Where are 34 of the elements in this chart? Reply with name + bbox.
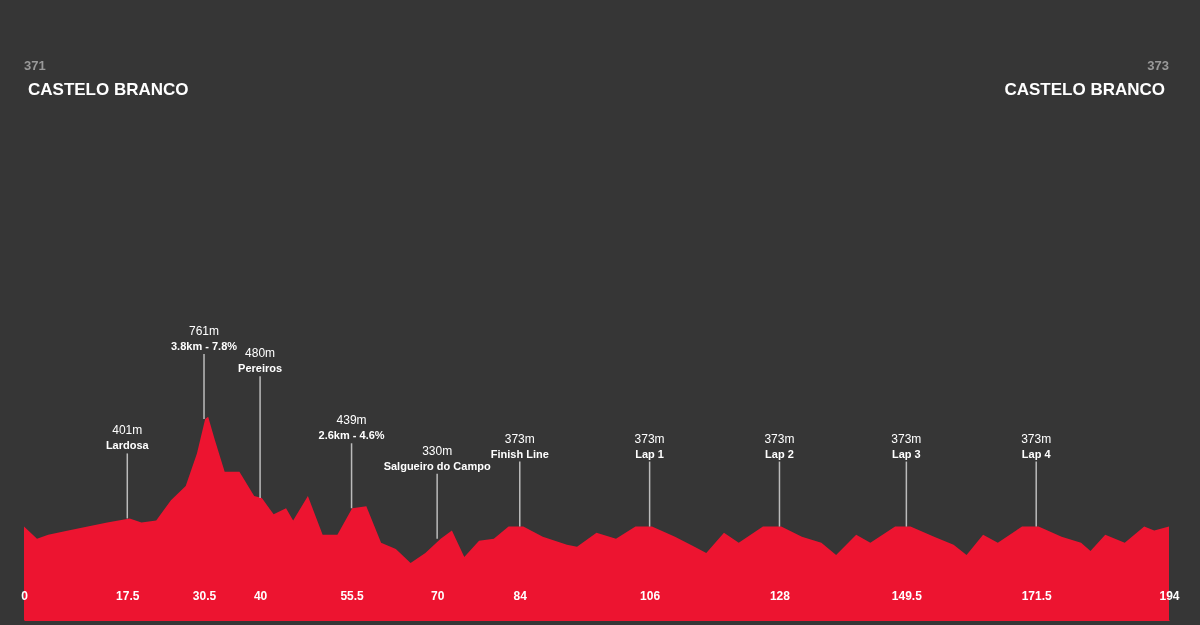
- x-tick-label: 171.5: [1021, 588, 1053, 603]
- annotation: Salgueiro do Campo: [383, 459, 491, 472]
- text: 480m: [245, 346, 276, 361]
- annotation: 439m: [336, 413, 367, 428]
- annotation: 330m: [422, 443, 453, 458]
- text: 373: [1147, 58, 1169, 73]
- x-tick-label: 70: [430, 588, 445, 603]
- x-tick-label: 106: [640, 588, 661, 603]
- annotation: Lap 3: [891, 447, 921, 460]
- annotation: 401m: [112, 423, 143, 438]
- annotation: Lap 1: [635, 447, 664, 460]
- text: 761m: [189, 323, 220, 338]
- annotation: Lap 2: [765, 447, 794, 460]
- annotation: 2.6km - 4.6%: [318, 429, 385, 442]
- annotation: Finish Line: [490, 447, 549, 460]
- annotation: 373m: [634, 431, 665, 446]
- x-tick-label: 17.5: [116, 588, 140, 603]
- annotation: 373m: [764, 431, 795, 446]
- x-tick-label: 149.5: [891, 588, 923, 603]
- x-tick-label: 30.5: [192, 588, 217, 603]
- annotation: 373m: [504, 431, 535, 446]
- x-tick-label: 40: [253, 588, 268, 603]
- x-tick-label: 128: [769, 588, 791, 603]
- annotation: Lardosa: [105, 439, 150, 452]
- text: CASTELO BRANCO: [28, 80, 189, 99]
- annotation: 373m: [891, 431, 922, 446]
- annotation: 373m: [1021, 431, 1052, 446]
- x-tick-label: 84: [513, 588, 528, 603]
- annotation: Pereiros: [238, 362, 283, 375]
- annotation: 3.8km - 7.8%: [170, 339, 238, 352]
- text: CASTELO BRANCO: [1004, 80, 1165, 99]
- x-tick-label: 55.5: [340, 588, 365, 603]
- text: 371: [24, 58, 46, 73]
- annotation: Lap 4: [1021, 447, 1052, 460]
